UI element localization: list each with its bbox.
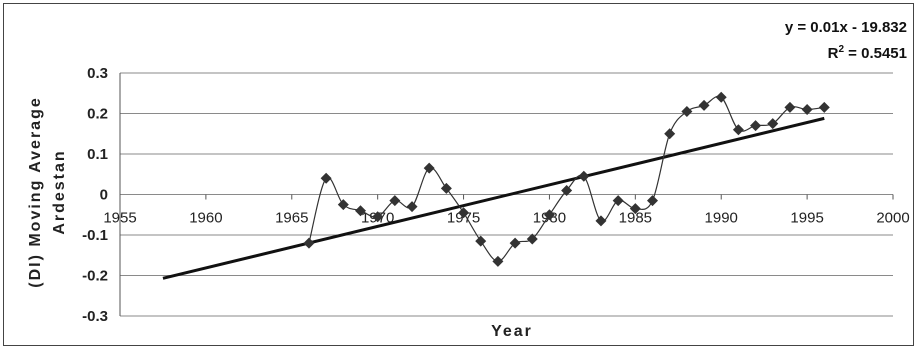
data-point-1989 — [698, 99, 710, 111]
data-point-1978 — [509, 237, 521, 249]
data-point-1984 — [612, 195, 624, 207]
y-tick-label-5: -0.2 — [82, 268, 108, 285]
data-point-1995 — [801, 103, 813, 115]
trendline — [162, 116, 825, 280]
data-point-1966 — [303, 237, 315, 249]
data-point-1991 — [732, 124, 744, 136]
data-point-1988 — [681, 105, 693, 117]
data-point-1992 — [750, 120, 762, 132]
data-point-1969 — [354, 205, 366, 217]
data-point-1990 — [715, 91, 727, 103]
x-tick-label-8: 1995 — [790, 210, 823, 227]
x-tick-label-6: 1985 — [619, 210, 652, 227]
data-point-1971 — [389, 195, 401, 207]
data-point-1973 — [423, 162, 435, 174]
data-point-1987 — [664, 128, 676, 140]
trendline-r-squared: R2 = 0.5451 — [828, 44, 907, 62]
r2-value: = 0.5451 — [844, 45, 907, 62]
data-points — [303, 91, 830, 267]
data-point-1983 — [595, 215, 607, 227]
series-line — [308, 95, 825, 262]
x-tick-label-2: 1965 — [275, 210, 308, 227]
y-axis-label-line2: Ardestan — [51, 149, 68, 234]
y-tick-label-0: 0.3 — [87, 65, 108, 82]
data-point-1985 — [629, 203, 641, 215]
chart-frame — [3, 3, 914, 346]
data-point-1979 — [526, 233, 538, 245]
data-point-1970 — [372, 211, 384, 223]
data-point-1977 — [492, 255, 504, 267]
y-tick-label-3: 0 — [100, 187, 108, 204]
data-point-1996 — [818, 101, 830, 113]
series-path — [308, 95, 825, 262]
y-axis-label-line1: (DI) Moving Average — [27, 96, 44, 288]
x-tick-label-0: 1955 — [103, 210, 136, 227]
x-axis-label: Year — [491, 323, 533, 340]
r2-superscript: 2 — [838, 44, 844, 55]
y-tick-label-2: 0.1 — [87, 146, 108, 163]
data-point-1981 — [561, 184, 573, 196]
data-point-1968 — [337, 199, 349, 211]
x-tick-labels: 1955196019651970197519801985199019952000 — [103, 210, 909, 227]
data-point-1975 — [458, 207, 470, 219]
y-tick-label-4: -0.1 — [82, 227, 108, 244]
data-point-1993 — [767, 118, 779, 130]
y-tick-labels: 0.3 0.2 0.1 0 -0.1 -0.2 -0.3 — [82, 65, 108, 325]
y-tick-label-6: -0.3 — [82, 308, 108, 325]
y-tick-label-1: 0.2 — [87, 106, 108, 123]
x-tick-label-7: 1990 — [705, 210, 738, 227]
data-point-1994 — [784, 101, 796, 113]
data-point-1986 — [647, 195, 659, 207]
r2-label: R — [828, 45, 839, 62]
trendline-equation: y = 0.01x - 19.832 — [785, 19, 907, 36]
trendline-line — [162, 116, 825, 280]
x-tick-label-1: 1960 — [189, 210, 222, 227]
x-tick-label-9: 2000 — [876, 210, 909, 227]
data-point-1982 — [578, 170, 590, 182]
data-point-1967 — [320, 172, 332, 184]
data-point-1976 — [475, 235, 487, 247]
data-point-1980 — [543, 209, 555, 221]
data-point-1974 — [440, 182, 452, 194]
grid-lines — [119, 72, 894, 317]
data-point-1972 — [406, 201, 418, 213]
